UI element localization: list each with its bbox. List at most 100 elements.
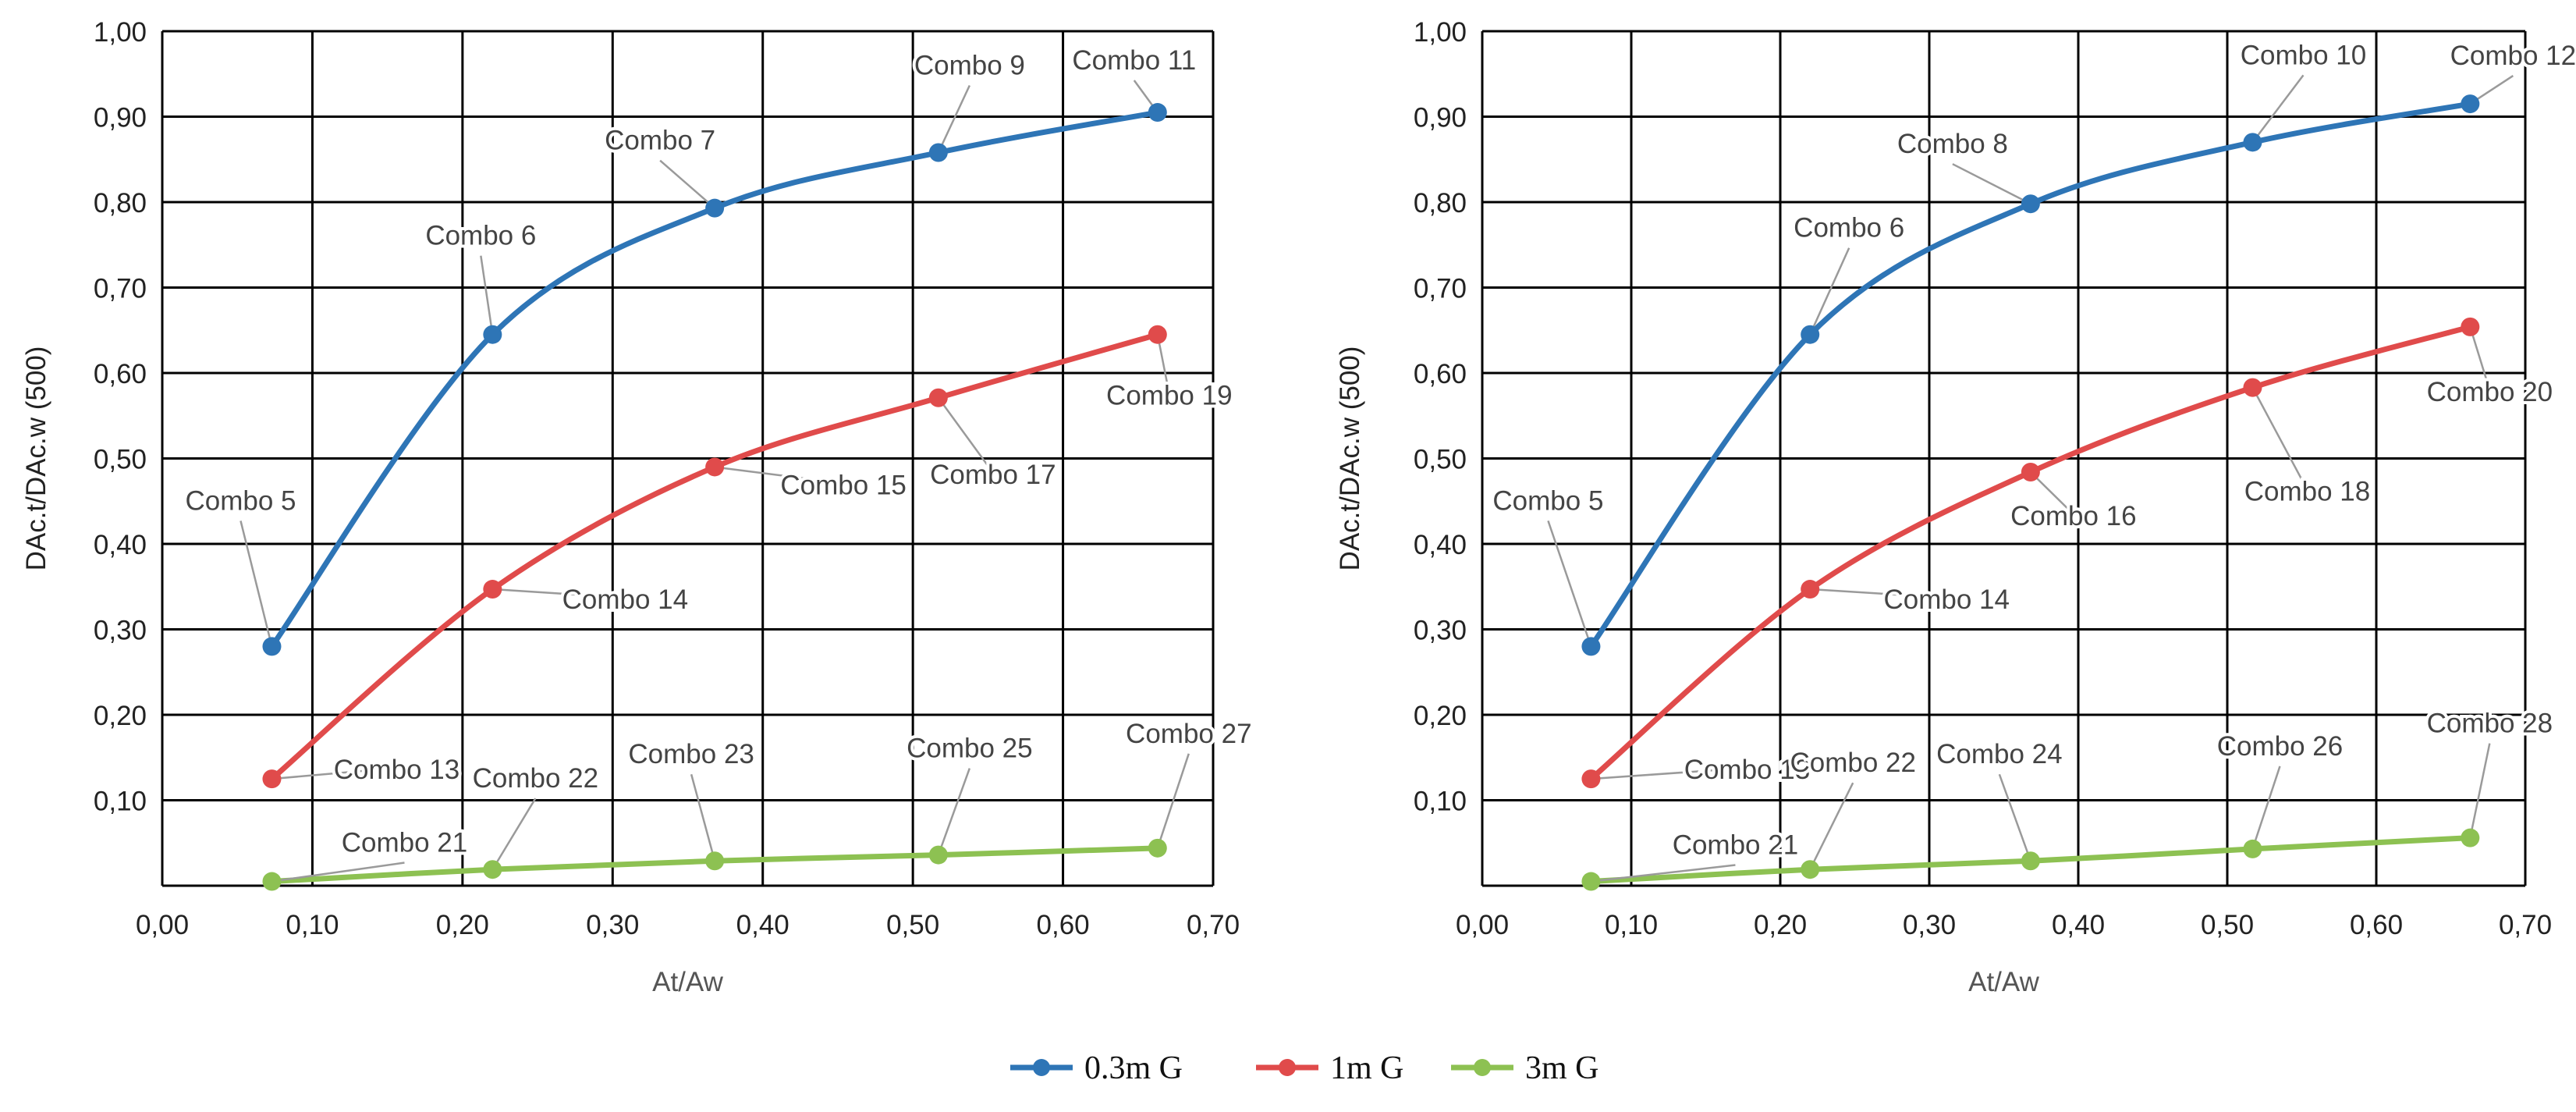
leader-line [2251,766,2281,850]
data-point [2021,463,2040,482]
data-point [1581,637,1601,656]
data-point [483,580,502,599]
data-point [1801,580,1820,599]
y-tick-label: 0,80 [1414,188,1467,218]
x-tick-label: 0,30 [1903,910,1956,940]
leader-line [480,255,494,335]
leader-line [491,798,537,870]
data-point [2243,839,2262,858]
leader-line [2251,74,2305,144]
data-label: Combo 15 [780,470,906,500]
legend-marker-icon [1279,1059,1296,1076]
data-label: Combo 23 [628,739,754,769]
grid-lines [1481,30,2527,887]
x-tick-label: 0,00 [1456,910,1509,940]
data-label: Combo 5 [1492,485,1603,516]
right-chart-panel: 0,10 0,20 0,30 0,40 0,50 0,60 0,70 0,80 0,90 1,00… [1335,17,2576,997]
series-0-3m-g: Combo 5 Combo 6 Combo 8 Combo 10 Combo 12 [1489,37,2576,656]
x-tick-label: 0,60 [2350,910,2403,940]
legend-item: 0.3m G [1010,1050,1183,1086]
data-label: Combo 24 [1936,739,2062,769]
y-tick-label: 0,70 [1414,274,1467,304]
leader-line [937,397,994,474]
data-point [928,388,948,407]
leader-line [240,520,273,647]
leader-line [1952,163,2031,205]
x-tick-label: 0,10 [1605,910,1658,940]
data-label: Combo 17 [930,460,1056,490]
series-line [268,332,1161,782]
x-axis-ticks: 0,00 0,10 0,20 0,30 0,40 0,50 0,60 0,70 [136,910,1240,940]
data-point [1148,325,1167,344]
y-tick-label: 0,40 [1414,530,1467,560]
data-point [262,637,282,656]
data-label: Combo 22 [1790,748,1915,778]
x-tick-label: 0,60 [1037,910,1090,940]
data-point [1581,872,1601,891]
data-label: Combo 21 [342,828,467,858]
leader-line [1809,247,1850,336]
y-tick-label: 0,50 [1414,445,1467,475]
leader-line [1547,520,1592,647]
data-label: Combo 18 [2244,477,2370,507]
x-axis-ticks: 0,00 0,10 0,20 0,30 0,40 0,50 0,60 0,70 [1456,910,2552,940]
y-tick-label: 0,70 [94,274,147,304]
leader-line [2030,471,2074,515]
y-tick-label: 1,00 [1414,17,1467,48]
data-label: Combo 6 [425,221,536,251]
data-point [2243,378,2262,397]
x-tick-label: 0,70 [1187,910,1240,940]
left-chart-panel: 0,10 0,20 0,30 0,40 0,50 0,60 0,70 0,80 0,90 1,00… [21,17,1255,997]
data-label: Combo 10 [2241,40,2366,70]
data-label: Combo 16 [2010,501,2136,531]
leader-line [690,773,716,862]
series-1m-g: Combo 13 Combo 14 Combo 15 Combo 17 Combo 19 [262,325,1236,789]
data-label: Combo 5 [185,485,296,516]
y-tick-label: 0,50 [94,445,147,475]
legend-label: 0.3m G [1084,1050,1183,1086]
legend-item: 1m G [1256,1050,1404,1086]
data-point [928,845,948,865]
data-point [2021,851,2040,871]
leader-line [271,766,397,780]
data-label: Combo 26 [2217,731,2343,762]
data-point [1148,103,1167,123]
y-tick-label: 0,20 [94,701,147,731]
data-point [705,198,725,218]
y-tick-label: 0,30 [94,616,147,646]
leader-line [659,159,715,209]
data-point [262,769,282,789]
leader-line [1156,334,1171,394]
series-line [1588,101,2473,649]
y-tick-label: 0,10 [94,787,147,817]
x-tick-label: 0,40 [2052,910,2105,940]
legend-label: 3m G [1525,1050,1599,1086]
x-tick-label: 0,10 [286,910,339,940]
data-label: Combo 6 [1794,213,1904,243]
data-point [483,325,502,344]
data-label: Combo 7 [605,126,715,156]
data-point [2243,133,2262,152]
leader-line [1591,766,1747,780]
data-label: Combo 20 [2427,377,2553,407]
data-point [705,457,725,477]
data-point [1801,860,1820,879]
y-tick-label: 0,30 [1414,616,1467,646]
x-tick-label: 0,50 [886,910,939,940]
leader-line [937,84,970,154]
data-label: Combo 9 [914,50,1025,80]
y-tick-label: 0,60 [1414,359,1467,389]
series-1m-g: Combo 13 Combo 14 Combo 16 Combo 18 Combo 20 [1581,317,2556,789]
series-3m-g: Combo 21 Combo 22 Combo 23 Combo 25 Combo 27 [262,716,1255,891]
data-point [2021,194,2040,214]
data-label: Combo 8 [1897,129,2008,159]
x-tick-label: 0,40 [736,910,789,940]
leader-line [2251,387,2308,491]
y-tick-label: 0,90 [94,103,147,133]
data-point [2461,94,2480,114]
legend-marker-icon [1033,1059,1050,1076]
x-tick-label: 0,50 [2201,910,2254,940]
data-point [262,872,282,891]
series-line [1588,324,2473,782]
data-point [1801,325,1820,344]
